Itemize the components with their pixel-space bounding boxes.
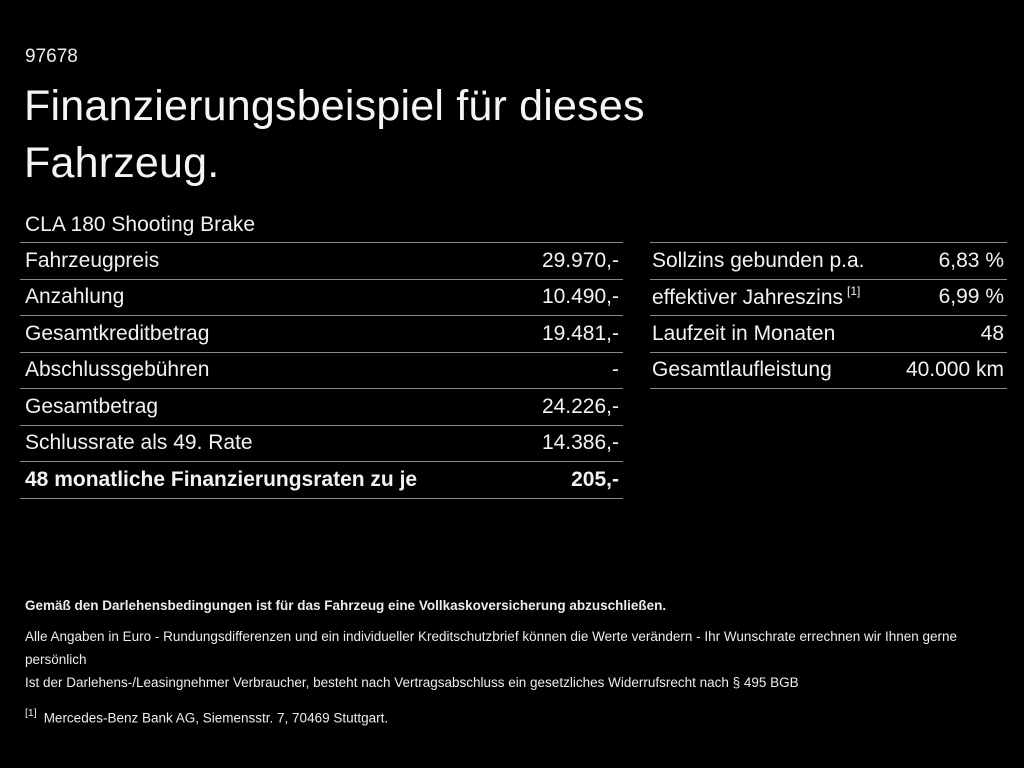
row-value: 29.970,-: [541, 248, 619, 272]
table-row-term-months: Laufzeit in Monaten 48: [650, 316, 1007, 353]
fine-print: Gemäß den Darlehensbedingungen ist für d…: [25, 594, 1010, 730]
page-title: Finanzierungsbeispiel für dieses Fahrzeu…: [24, 78, 645, 192]
withdrawal-right-note: Ist der Darlehens-/Leasingnehmer Verbrau…: [25, 675, 799, 690]
offer-id: 97678: [25, 46, 78, 67]
bank-footnote: [1] Mercedes-Benz Bank AG, Siemensstr. 7,…: [25, 703, 1010, 730]
row-label: Gesamtlaufleistung: [652, 358, 832, 382]
row-label: effektiver Jahreszins [1]: [652, 283, 861, 309]
page-title-line1: Finanzierungsbeispiel für dieses: [24, 82, 645, 130]
row-value: 14.386,-: [541, 431, 619, 455]
insurance-note: Gemäß den Darlehensbedingungen ist für d…: [25, 598, 667, 613]
table-row-closing-fees: Abschlussgebühren -: [20, 353, 623, 389]
row-label: Schlussrate als 49. Rate: [25, 431, 253, 455]
row-value: 6,99 %: [938, 285, 1004, 309]
row-label: Anzahlung: [25, 285, 125, 309]
row-value: 10.490,-: [541, 285, 619, 309]
row-value: 205,-: [571, 467, 619, 491]
table-row-nominal-interest: Sollzins gebunden p.a. 6,83 %: [650, 243, 1007, 280]
vehicle-model: CLA 180 Shooting Brake: [25, 213, 255, 236]
row-label: Laufzeit in Monaten: [652, 321, 836, 345]
table-row-total-credit: Gesamtkreditbetrag 19.481,-: [20, 316, 623, 353]
table-row-down-payment: Anzahlung 10.490,-: [20, 280, 623, 316]
table-row-monthly-rate: 48 monatliche Finanzierungsraten zu je 2…: [20, 462, 623, 499]
row-value: 6,83 %: [938, 248, 1004, 272]
row-value: -: [612, 358, 619, 382]
row-value: 40.000 km: [905, 358, 1004, 382]
row-label: Gesamtbetrag: [25, 394, 159, 418]
table-row-effective-interest: effektiver Jahreszins [1] 6,99 %: [650, 280, 1007, 316]
table-row-total-amount: Gesamtbetrag 24.226,-: [20, 389, 623, 426]
footnote-marker: [1]: [25, 707, 37, 719]
footnote-ref: [1]: [847, 283, 861, 298]
row-value: 48: [980, 321, 1004, 345]
interest-terms-table: Sollzins gebunden p.a. 6,83 % effektiver…: [650, 242, 1007, 389]
row-label: Abschlussgebühren: [25, 358, 210, 382]
row-value: 24.226,-: [541, 394, 619, 418]
table-row-vehicle-price: Fahrzeugpreis 29.970,-: [20, 243, 623, 280]
bank-footnote-text: Mercedes-Benz Bank AG, Siemensstr. 7, 70…: [43, 710, 389, 726]
row-label: 48 monatliche Finanzierungsraten zu je: [25, 467, 418, 491]
financing-details-table: Fahrzeugpreis 29.970,- Anzahlung 10.490,…: [20, 242, 623, 499]
row-label: Fahrzeugpreis: [25, 248, 160, 272]
row-value: 19.481,-: [541, 321, 619, 345]
row-label: Sollzins gebunden p.a.: [652, 248, 865, 272]
page-title-line2: Fahrzeug.: [24, 139, 220, 187]
row-label: Gesamtkreditbetrag: [25, 321, 210, 345]
table-row-final-installment: Schlussrate als 49. Rate 14.386,-: [20, 426, 623, 462]
euro-disclaimer-note: Alle Angaben in Euro - Rundungsdifferenz…: [25, 629, 958, 667]
table-row-total-mileage: Gesamtlaufleistung 40.000 km: [650, 353, 1007, 389]
